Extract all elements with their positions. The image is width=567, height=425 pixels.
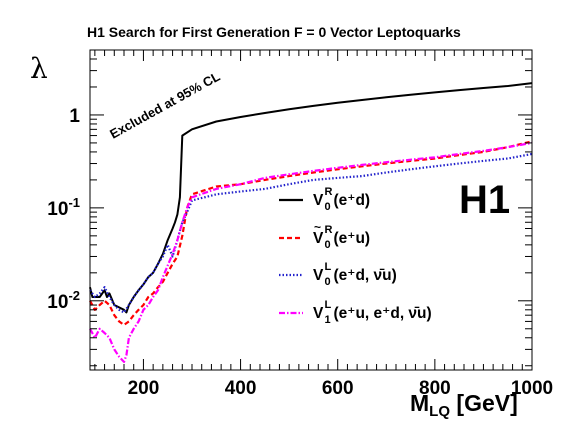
x-axis-label-unit: [GeV] (450, 390, 518, 416)
series-line-4 (89, 141, 533, 363)
legend-sup: R (325, 224, 333, 236)
x-tick-label: 600 (322, 378, 354, 399)
legend-sup: L (325, 261, 332, 273)
legend-sub: 0 (325, 201, 331, 213)
x-tick-label: 800 (419, 378, 451, 399)
legend-label-2: V (313, 230, 324, 247)
y-tick-label: 1 (69, 106, 80, 127)
excluded-annotation: Excluded at 95% CL (107, 69, 222, 142)
x-tick-label: 1000 (511, 378, 553, 399)
legend-text-2: (e⁺u) (334, 230, 371, 247)
legend-sup: R (325, 186, 333, 198)
chart-title: H1 Search for First Generation F = 0 Vec… (87, 24, 461, 40)
x-tick-label: 200 (128, 378, 160, 399)
x-axis-label-sub: LQ (429, 403, 450, 420)
legend-label-3: V (313, 267, 324, 284)
legend-sub: 0 (325, 276, 331, 288)
legend-label-4: V (313, 305, 324, 322)
h1-logo: H1 (459, 178, 510, 222)
legend-sub: 1 (325, 314, 331, 326)
x-axis-label: MLQ [GeV] (410, 390, 518, 420)
legend-sup: L (325, 299, 332, 311)
legend-sub: 0 (325, 239, 331, 251)
legend-label-1: V (313, 192, 324, 209)
legend-tilde: ~ (314, 220, 321, 234)
y-axis-label: λ (30, 52, 48, 85)
legend: V R0 (e⁺d)V R0 (e⁺u)~V L0 (e⁺d, ν̄u)V L1 (e⁺… (279, 186, 432, 326)
x-tick-label: 400 (225, 378, 257, 399)
legend-text-3: (e⁺d, ν̄u) (334, 267, 397, 284)
legend-text-1: (e⁺d) (334, 192, 371, 209)
y-tick-label: 10-1 (47, 195, 80, 220)
x-axis-label-main: M (410, 390, 429, 416)
y-tick-label: 10-2 (47, 288, 80, 313)
legend-text-4: (e⁺u, e⁺d, ν̄u) (334, 305, 432, 322)
plot-frame (89, 49, 533, 371)
series-line-2 (89, 140, 533, 326)
